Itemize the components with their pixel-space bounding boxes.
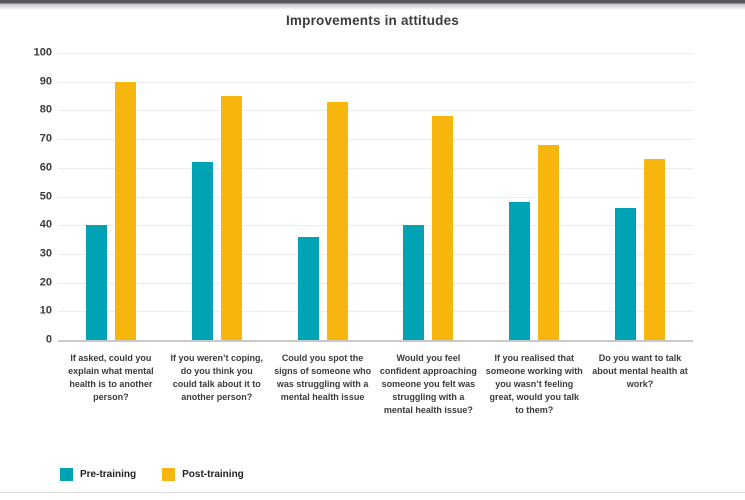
y-tick-label: 10 — [39, 304, 52, 317]
bar-post-training — [114, 81, 136, 340]
legend-swatch — [162, 468, 176, 481]
x-axis-labels: If asked, could you explain what mental … — [58, 352, 693, 417]
x-axis-line — [58, 340, 693, 342]
bar-pre-training — [85, 225, 107, 340]
y-tick-label: 90 — [39, 75, 52, 88]
gridline — [58, 53, 693, 54]
category-label: If you weren’t coping, do you think you … — [170, 353, 263, 402]
chart-title: Improvements in attitudes — [285, 13, 460, 28]
bar-pre-training — [403, 225, 425, 340]
bar-group — [481, 53, 587, 340]
bar-groups — [58, 53, 693, 340]
legend-swatch — [60, 468, 73, 481]
y-tick-label: 20 — [39, 276, 52, 289]
gridline — [58, 282, 693, 284]
bar-group — [587, 53, 693, 340]
gridline — [58, 81, 693, 83]
y-tick-label: 100 — [33, 46, 52, 59]
bar-post-training — [538, 144, 560, 340]
bar-post-training — [644, 159, 666, 340]
category-label: Could you spot the signs of someone who … — [274, 353, 372, 402]
plot-area — [58, 53, 693, 342]
window-top-edge — [0, 0, 745, 10]
y-axis: 0 10 20 30 40 50 60 70 80 90 100 — [0, 47, 52, 345]
gridline — [58, 196, 693, 198]
legend-item-post-training: Post-training — [162, 468, 244, 481]
y-tick-label: 30 — [39, 247, 52, 260]
gridline — [58, 139, 693, 141]
y-tick-label: 0 — [45, 333, 52, 346]
bar-post-training — [326, 101, 348, 340]
bar-post-training — [432, 116, 454, 340]
bar-pre-training — [297, 236, 319, 340]
y-tick-label: 80 — [39, 103, 52, 116]
legend-label: Post-training — [182, 469, 244, 480]
y-tick-label: 50 — [39, 190, 52, 202]
gridline — [58, 110, 693, 112]
category-label: Do you want to talk about mental health … — [592, 353, 688, 389]
bar-group — [58, 53, 164, 340]
bar-group — [270, 53, 376, 340]
gridline — [58, 167, 693, 169]
y-tick-label: 70 — [39, 132, 52, 145]
legend-label: Pre-training — [80, 469, 137, 480]
gridline — [58, 311, 693, 313]
y-tick-label: 40 — [39, 218, 52, 231]
category-label: Would you feel confident approaching som… — [379, 353, 477, 415]
bar-pre-training — [615, 207, 637, 340]
category-label: If you realised that someone working wit… — [485, 353, 583, 415]
category-label: If asked, could you explain what mental … — [68, 353, 154, 402]
legend: Pre-training Post-training — [60, 468, 244, 481]
bar-pre-training — [191, 162, 213, 340]
gridline — [58, 253, 693, 255]
bottom-divider — [0, 492, 745, 493]
bar-group — [375, 53, 481, 340]
bar-pre-training — [509, 202, 531, 340]
gridline — [58, 225, 693, 227]
y-tick-label: 60 — [39, 161, 52, 174]
legend-item-pre-training: Pre-training — [60, 468, 136, 481]
bar-post-training — [220, 96, 242, 340]
bar-group — [164, 53, 270, 340]
